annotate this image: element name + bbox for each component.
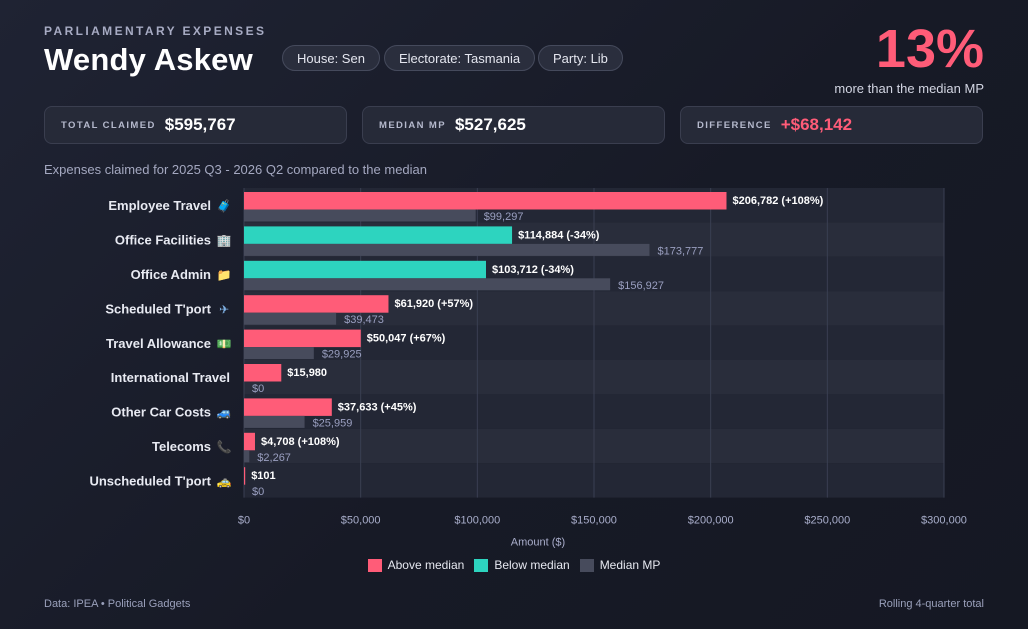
median-value-label: $99,297 [484, 211, 524, 223]
member-bar [244, 295, 389, 313]
banknote-icon: 💵 [217, 337, 232, 351]
chart-caption: Expenses claimed for 2025 Q3 - 2026 Q2 c… [44, 162, 427, 177]
median-value-label: $0 [252, 486, 264, 498]
member-bar [244, 329, 361, 348]
median-bar [244, 243, 650, 256]
median-bar [244, 312, 337, 325]
member-value-label: $114,884 (-34%) [518, 229, 600, 241]
member-value-label: $37,633 (+45%) [338, 401, 417, 413]
median-value-label: $173,777 [657, 245, 703, 257]
period-footer: Rolling 4-quarter total [878, 598, 984, 610]
median-bar [244, 347, 314, 360]
stat-label: DIFFERENCE [697, 119, 772, 131]
category-label: International Travel [111, 370, 230, 385]
electorate-pill: Electorate: Tasmania [384, 45, 536, 71]
stat-value: +$68,142 [780, 115, 853, 134]
chart-legend: Above median Below median Median MP [0, 558, 1028, 572]
member-value-label: $103,712 (-34%) [492, 264, 574, 276]
category-label: Travel Allowance [106, 336, 211, 351]
legend-swatch-above [367, 558, 382, 572]
legend-item-median[interactable]: Median MP [579, 558, 661, 572]
phone-icon: 📞 [217, 439, 232, 454]
source-footer: Data: IPEA • Political Gadgets [44, 598, 191, 610]
stat-card-total: TOTAL CLAIMED $595,767 [44, 106, 347, 144]
legend-label: Above median [387, 558, 465, 572]
category-label: Unscheduled T'port [89, 473, 211, 488]
headline-subtitle: more than the median MP [834, 81, 984, 96]
stat-label: MEDIAN MP [379, 119, 446, 131]
category-label: Office Admin [131, 267, 211, 282]
median-value-label: $0 [252, 383, 264, 395]
category-label: Telecoms [152, 439, 211, 454]
member-bar [244, 226, 513, 244]
stat-value: $595,767 [164, 115, 236, 134]
median-value-label: $39,473 [344, 314, 384, 326]
legend-label: Below median [494, 558, 570, 572]
x-tick-label: $0 [238, 515, 250, 527]
airplane-icon: ✈ [219, 302, 229, 316]
office-building-icon: 🏢 [217, 234, 232, 248]
headline-percent: 13% [875, 19, 984, 79]
legend-swatch-median [579, 558, 594, 572]
member-value-label: $61,920 (+57%) [394, 298, 473, 310]
folder-icon: 📁 [217, 268, 232, 282]
member-value-label: $4,708 (+108%) [261, 436, 340, 448]
median-bar [244, 209, 476, 222]
category-label: Employee Travel [108, 198, 211, 213]
legend-item-above[interactable]: Above median [367, 558, 465, 572]
car-icon: 🚙 [217, 406, 232, 420]
x-tick-label: $150,000 [571, 515, 617, 527]
stat-card-difference: DIFFERENCE +$68,142 [680, 106, 983, 144]
legend-label: Median MP [599, 558, 661, 572]
kicker: PARLIAMENTARY EXPENSES [44, 24, 267, 38]
median-value-label: $2,267 [257, 452, 291, 464]
member-bar [244, 432, 255, 451]
member-value-label: $101 [251, 470, 275, 482]
median-bar [244, 415, 305, 428]
member-bar [244, 398, 332, 416]
median-bar [244, 278, 611, 291]
member-value-label: $50,047 (+67%) [367, 333, 446, 345]
median-value-label: $29,925 [322, 349, 362, 361]
x-tick-label: $100,000 [454, 515, 500, 527]
x-tick-label: $300,000 [921, 515, 967, 527]
member-name: Wendy Askew [44, 42, 253, 77]
stat-value: $527,625 [454, 115, 526, 134]
median-bar [244, 450, 250, 463]
category-label: Other Car Costs [111, 405, 211, 420]
member-bar [244, 260, 486, 279]
taxi-icon: 🚕 [217, 474, 232, 488]
member-value-label: $15,980 [287, 367, 327, 379]
expenses-bar-chart: Employee Travel 🧳 $206,782 (+108%) $99,297 O… [89, 188, 967, 549]
member-value-label: $206,782 (+108%) [732, 195, 823, 207]
party-pill: Party: Lib [538, 45, 623, 71]
median-value-label: $25,959 [313, 417, 353, 429]
median-value-label: $156,927 [618, 280, 664, 292]
house-pill: House: Sen [282, 45, 380, 71]
category-label: Scheduled T'port [105, 301, 211, 316]
category-label: Office Facilities [115, 233, 211, 248]
member-bar [244, 467, 246, 485]
x-tick-label: $200,000 [688, 515, 734, 527]
legend-item-below[interactable]: Below median [474, 558, 570, 572]
legend-swatch-below [474, 558, 489, 572]
member-bar [244, 364, 282, 382]
stat-label: TOTAL CLAIMED [61, 119, 156, 131]
stat-card-median: MEDIAN MP $527,625 [362, 106, 665, 144]
x-tick-label: $50,000 [341, 515, 381, 527]
x-tick-label: $250,000 [804, 515, 850, 527]
x-axis-title: Amount ($) [511, 537, 565, 549]
luggage-icon: 🧳 [217, 199, 232, 213]
member-bar [244, 192, 727, 210]
